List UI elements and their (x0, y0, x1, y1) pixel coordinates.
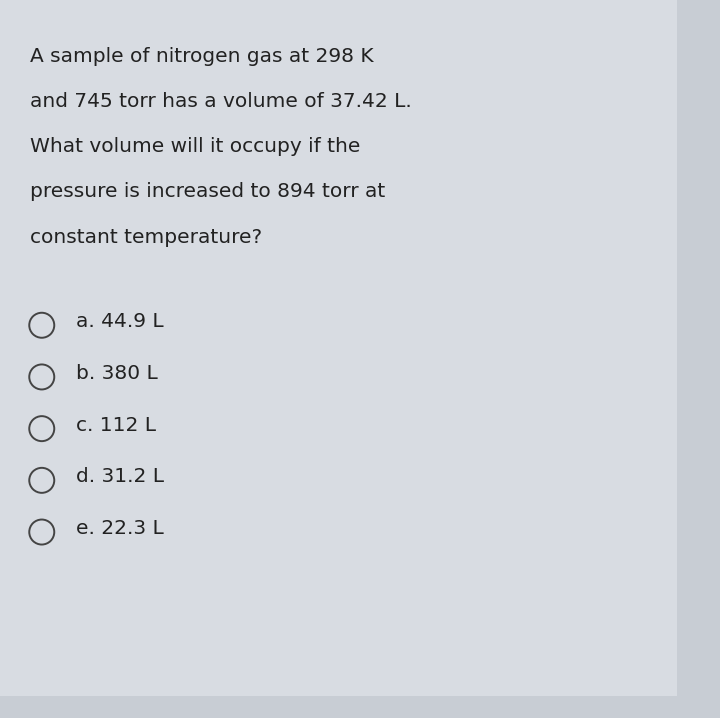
Text: a. 44.9 L: a. 44.9 L (76, 312, 163, 331)
Text: A sample of nitrogen gas at 298 K: A sample of nitrogen gas at 298 K (30, 47, 374, 65)
Text: constant temperature?: constant temperature? (30, 228, 262, 246)
Text: e. 22.3 L: e. 22.3 L (76, 519, 163, 538)
Text: pressure is increased to 894 torr at: pressure is increased to 894 torr at (30, 182, 385, 201)
Text: d. 31.2 L: d. 31.2 L (76, 467, 163, 486)
Text: and 745 torr has a volume of 37.42 L.: and 745 torr has a volume of 37.42 L. (30, 92, 412, 111)
Text: c. 112 L: c. 112 L (76, 416, 156, 434)
Text: b. 380 L: b. 380 L (76, 364, 158, 383)
Text: What volume will it occupy if the: What volume will it occupy if the (30, 137, 361, 156)
FancyBboxPatch shape (0, 0, 677, 696)
